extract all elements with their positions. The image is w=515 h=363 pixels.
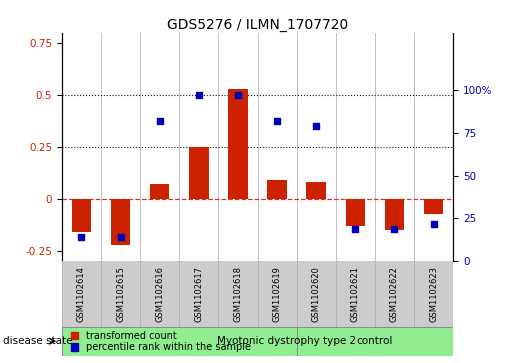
Bar xyxy=(424,199,443,213)
Bar xyxy=(150,184,169,199)
Text: GSM1102623: GSM1102623 xyxy=(429,266,438,322)
Text: GSM1102617: GSM1102617 xyxy=(194,266,203,322)
Bar xyxy=(228,89,248,199)
Text: GSM1102615: GSM1102615 xyxy=(116,266,125,322)
Text: GSM1102621: GSM1102621 xyxy=(351,266,360,322)
Bar xyxy=(385,199,404,230)
Text: GSM1102619: GSM1102619 xyxy=(272,266,282,322)
Point xyxy=(430,221,438,227)
Title: GDS5276 / ILMN_1707720: GDS5276 / ILMN_1707720 xyxy=(167,18,348,32)
Text: Myotonic dystrophy type 2: Myotonic dystrophy type 2 xyxy=(217,336,356,346)
Point xyxy=(77,234,85,240)
Bar xyxy=(267,180,287,199)
Point xyxy=(390,226,399,232)
Point xyxy=(156,118,164,124)
Bar xyxy=(189,147,209,199)
Point xyxy=(312,123,320,129)
Text: GSM1102620: GSM1102620 xyxy=(312,266,321,322)
Point xyxy=(116,234,125,240)
Text: GSM1102614: GSM1102614 xyxy=(77,266,86,322)
Point xyxy=(234,92,242,98)
Legend: transformed count, percentile rank within the sample: transformed count, percentile rank withi… xyxy=(66,327,255,356)
Text: GSM1102616: GSM1102616 xyxy=(155,266,164,322)
Text: GSM1102622: GSM1102622 xyxy=(390,266,399,322)
Bar xyxy=(346,199,365,226)
Bar xyxy=(297,327,453,356)
Bar xyxy=(306,182,326,199)
Bar xyxy=(72,199,91,232)
Point xyxy=(195,92,203,98)
Text: disease state: disease state xyxy=(3,336,72,346)
Text: control: control xyxy=(357,336,393,346)
Bar xyxy=(62,327,297,356)
Text: GSM1102618: GSM1102618 xyxy=(233,266,243,322)
Bar xyxy=(111,199,130,245)
Point xyxy=(351,226,359,232)
Point xyxy=(273,118,281,124)
